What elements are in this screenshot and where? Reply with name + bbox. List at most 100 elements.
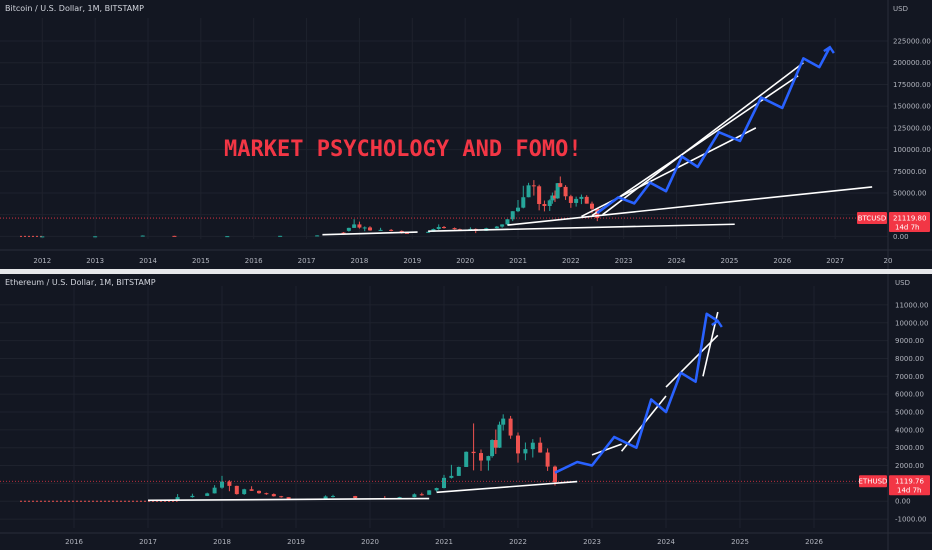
btc-candle-body — [357, 224, 362, 228]
eth-x-tick-label: 2020 — [361, 538, 379, 546]
eth-x-tick-label: 2021 — [435, 538, 453, 546]
btc-x-tick-label: 2022 — [562, 257, 580, 265]
btc-candle-body — [278, 235, 283, 237]
eth-symbol-tag-label: ETHUSD — [859, 478, 888, 486]
eth-chart-pane[interactable]: 11000.00 10000.00 9000.00 8000.00 7000.00 600… — [0, 274, 932, 550]
eth-candle-body — [538, 442, 543, 453]
btc-candle-body — [555, 183, 560, 199]
btc-x-tick-label: 2023 — [615, 257, 633, 265]
eth-candle-body — [353, 496, 358, 499]
btc-candle-body — [389, 229, 394, 231]
btc-candle-body — [574, 198, 579, 203]
btc-y-tick-label: 75000.00 — [893, 168, 926, 176]
pane-divider[interactable] — [0, 269, 932, 274]
eth-chart-svg[interactable]: 11000.00 10000.00 9000.00 8000.00 7000.00 600… — [0, 274, 932, 550]
btc-countdown-label: 14d 7h — [895, 224, 919, 232]
btc-candle-body — [436, 227, 441, 230]
eth-x-tick-label: 2019 — [287, 538, 305, 546]
btc-x-tick-label: 2016 — [245, 257, 263, 265]
eth-candle-body — [419, 494, 424, 496]
btc-x-tick-label: 2018 — [351, 257, 369, 265]
eth-candle-body — [323, 496, 328, 499]
eth-candle-body — [479, 453, 483, 461]
btc-projection-arrowhead — [823, 45, 835, 54]
eth-candle-body — [471, 451, 476, 454]
btc-candle-body — [547, 200, 552, 207]
eth-candle-body — [175, 497, 180, 500]
eth-y-tick-label: 2000.00 — [895, 462, 924, 470]
btc-candle-body — [537, 186, 542, 205]
btc-y-tick-label: 125000.00 — [893, 124, 931, 132]
eth-y-tick-label: 8000.00 — [895, 355, 924, 363]
btc-candle-body — [500, 224, 505, 227]
btc-symbol-tag-label: BTCUSD — [858, 215, 887, 223]
btc-y-tick-label: 175000.00 — [893, 81, 931, 89]
eth-candle-body — [257, 490, 261, 494]
eth-trendline — [665, 334, 719, 388]
eth-candle-body — [271, 494, 276, 497]
btc-x-tick-label: 2019 — [403, 257, 421, 265]
btc-symbol-tag — [857, 212, 887, 225]
btc-candle-body — [40, 236, 45, 238]
eth-x-tick-label: 2026 — [805, 538, 823, 546]
btc-y-tick-label: 225000.00 — [893, 38, 931, 46]
btc-candle-body — [172, 235, 177, 237]
eth-candle-body — [442, 477, 446, 489]
btc-candle-body — [93, 236, 98, 238]
btc-candle-body — [531, 185, 536, 187]
btc-x-tick-label: 2021 — [509, 257, 527, 265]
btc-candle-body — [352, 224, 357, 228]
btc-candle-body — [378, 229, 383, 231]
eth-candle-body — [412, 494, 417, 498]
btc-candle-body — [542, 204, 547, 207]
btc-x-tick-label: 2013 — [86, 257, 104, 265]
eth-candle-body — [501, 418, 506, 425]
eth-candle-body — [234, 485, 239, 495]
eth-y-tick-label: 6000.00 — [895, 391, 924, 399]
eth-last-price-tag — [889, 475, 930, 496]
btc-candle-body — [568, 196, 573, 203]
btc-candle-body — [505, 219, 510, 225]
eth-candle-body — [508, 418, 513, 436]
eth-projection-arrowhead — [711, 319, 723, 328]
btc-chart-pane[interactable]: 225000.00 200000.00 175000.00 150000.00 1250… — [0, 0, 932, 269]
eth-candle-body — [434, 488, 439, 491]
btc-candle-body — [426, 231, 431, 233]
btc-currency-label: USD — [893, 5, 908, 13]
btc-x-tick-label: 2014 — [139, 257, 157, 265]
eth-x-tick-label: 2023 — [583, 538, 601, 546]
btc-candle-body — [510, 211, 515, 220]
eth-y-tick-label: 11000.00 — [895, 301, 928, 309]
eth-x-tick-label: 2016 — [65, 538, 83, 546]
btc-candle-body — [558, 183, 563, 187]
eth-currency-label: USD — [895, 279, 910, 287]
eth-x-tick-label: 2018 — [213, 538, 231, 546]
eth-candle-body — [493, 440, 498, 448]
btc-x-tick-label: 2017 — [298, 257, 316, 265]
btc-x-tick-label: 2027 — [826, 257, 844, 265]
eth-candle-body — [464, 451, 469, 467]
btc-projection-path — [596, 46, 832, 215]
eth-candle-body — [242, 489, 247, 495]
eth-y-tick-label: 0.00 — [895, 498, 911, 506]
btc-candle-body — [341, 232, 346, 234]
eth-candle-body — [497, 424, 502, 448]
eth-chart-title: Ethereum / U.S. Dollar, 1M, BITSTAMP — [5, 278, 156, 287]
btc-candle-body — [521, 197, 526, 208]
eth-x-tick-label: 2022 — [509, 538, 527, 546]
eth-candle-body — [190, 495, 195, 498]
eth-x-tick-label: 2025 — [731, 538, 749, 546]
btc-candle-body — [595, 208, 600, 219]
btc-chart-svg[interactable]: 225000.00 200000.00 175000.00 150000.00 1250… — [0, 0, 932, 269]
eth-x-tick-label: 2024 — [657, 538, 675, 546]
eth-candle-body — [545, 452, 550, 467]
btc-last-price-tag — [889, 212, 930, 233]
btc-candle-body — [590, 203, 594, 209]
eth-candle-body — [212, 487, 217, 494]
btc-candle-body — [442, 227, 446, 229]
btc-candle-body — [579, 196, 584, 199]
btc-trendline — [428, 223, 735, 232]
eth-symbol-tag — [859, 475, 887, 488]
btc-candle-body — [550, 195, 555, 201]
eth-candle-body — [449, 475, 454, 478]
